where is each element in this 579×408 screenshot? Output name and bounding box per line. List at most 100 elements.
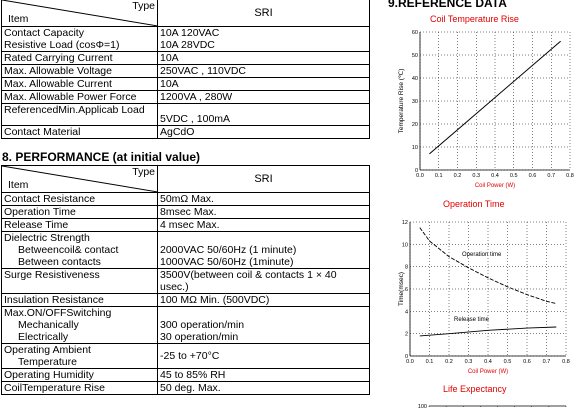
table-row: Insulation Resistance 100 MΩ Min. (500VDC… (1, 293, 370, 307)
dielectric-sub-label: Betweencoil& contact (18, 244, 119, 256)
y-tick-label: 60 (412, 30, 418, 36)
dielectric-value: 2000VAC 50/60Hz (1 minute) (160, 244, 297, 256)
row-value: 3500V(between coil & contacts 1 × 40 usec… (157, 268, 370, 294)
x-tick-label: 0.5 (510, 173, 518, 179)
table-row: Operation Time 8msec Max. (1, 205, 370, 219)
x-tick-label: 0.6 (529, 173, 537, 179)
switching-sub-label: Electrically (18, 331, 69, 343)
row-value: 10A 120VAC 10A 28VDC (157, 26, 370, 52)
row-value: -25 to +70°C (157, 343, 370, 369)
performance-section-title: 8. PERFORMANCE (at initial value) (2, 150, 201, 164)
temperature-rise-line (429, 40, 561, 155)
header-diagonal-line (2, 166, 157, 192)
resistive-load-value: 10A 28VDC (160, 39, 215, 51)
operation-time-chart: 0.0 0.1 0.2 0.3 0.4 0.5 0.6 0.7 0.8 0 2 4 6 8 10 12 Coil… (398, 220, 570, 375)
specification-table: Type Item SRI Contact Capacity Resistive … (1, 0, 370, 139)
table-row: Contact Capacity Resistive Load (cosΦ=1) … (1, 26, 370, 52)
x-tick-label: 0.4 (491, 173, 499, 179)
table-row: Operating Ambient Temperature -25 to +70°… (1, 343, 370, 369)
x-tick-label: 0.3 (465, 359, 473, 365)
row-label: Release Time (1, 218, 158, 232)
y-tick-label: 10 (412, 145, 418, 151)
ambient-sub-label: Temperature (18, 356, 77, 368)
x-tick-label: 0.5 (504, 359, 512, 365)
y-tick-label: 20 (412, 122, 418, 128)
dielectric-value: 1000VAC 50/60Hz (1minute) (160, 256, 294, 268)
y-tick-label: 6 (405, 287, 408, 293)
row-label: Dielectric Strength Betweencoil& contact B… (1, 231, 158, 269)
row-value: 10A (157, 77, 370, 91)
ambient-label: Operating Ambient (4, 344, 91, 357)
y-tick-label: 12 (402, 220, 408, 226)
x-tick-label: 0.1 (435, 173, 443, 179)
y-tick-label: 4 (405, 309, 408, 315)
row-label: Max. Allowable Voltage (1, 64, 158, 78)
type-label: Type (132, 0, 155, 13)
performance-table: Type Item SRI Contact Resistance 50mΩ Max… (1, 165, 370, 395)
x-tick-label: 0.0 (406, 359, 414, 365)
table-row: Operating Humidity 45 to 85% RH (1, 368, 370, 382)
row-value: 2000VAC 50/60Hz (1 minute) 1000VAC 50/60H… (157, 231, 370, 269)
table-row: Rated Carrying Current 10A (1, 51, 370, 65)
life-expectancy-chart: 100 (418, 404, 567, 408)
table-row: Max. Allowable Voltage 250VAC , 110VDC (1, 64, 370, 78)
contact-capacity-label: Contact Capacity (4, 27, 84, 40)
type-item-header-cell: Type Item (1, 0, 158, 27)
type-item-header-cell: Type Item (1, 165, 158, 193)
y-tick-label: 50 (412, 53, 418, 59)
row-label: ReferencedMin.Applicab Load (1, 103, 158, 126)
surge-value-cont: usec.) (160, 281, 189, 293)
dielectric-sub-label: Between contacts (18, 256, 101, 268)
switching-value: 300 operation/min (160, 319, 245, 331)
row-value: 5VDC , 100mA (157, 103, 370, 126)
row-value: 45 to 85% RH (157, 368, 370, 382)
row-label: Contact Resistance (1, 192, 158, 206)
switching-label: Max.ON/OFFSwitching (4, 307, 112, 320)
row-value: 4 msec Max. (157, 218, 370, 232)
table-row: Surge Resistiveness 3500V(between coil &… (1, 268, 370, 294)
y-tick-label: 10 (402, 242, 408, 248)
row-value: 50mΩ Max. (157, 192, 370, 206)
x-tick-label: 0.4 (484, 359, 492, 365)
y-axis-title: Temperature Rise (℃) (398, 69, 405, 134)
table-row: CoilTemperature Rise 50 deg. Max. (1, 381, 370, 395)
item-label: Item (8, 179, 29, 191)
row-label: Surge Resistiveness (1, 268, 158, 294)
y-tick-label: 8 (405, 265, 408, 271)
dielectric-strength-label: Dielectric Strength (4, 232, 90, 245)
item-label: Item (8, 13, 29, 25)
x-tick-label: 0.7 (547, 173, 555, 179)
x-tick-label: 0.6 (523, 359, 531, 365)
y-tick-label: 2 (405, 332, 408, 338)
row-value: 250VAC , 110VDC (157, 64, 370, 78)
row-value: 8msec Max. (157, 205, 370, 219)
row-label: Rated Carrying Current (1, 51, 158, 65)
x-tick-label: 0.2 (454, 173, 462, 179)
table-row: Max.ON/OFFSwitching Mechanically Electrica… (1, 306, 370, 344)
row-value: 10A (157, 51, 370, 65)
y-tick-label: 0 (405, 354, 408, 360)
table-row: Release Time 4 msec Max. (1, 218, 370, 232)
row-label: Operating Ambient Temperature (1, 343, 158, 369)
contact-capacity-value: 10A 120VAC (160, 27, 220, 40)
x-tick-label: 0.2 (445, 359, 453, 365)
header-diagonal-line (2, 0, 157, 26)
release-time-series-label: Release time (454, 317, 490, 323)
x-axis-title: Coil Power (W) (475, 183, 515, 189)
type-value-header: SRI (157, 165, 370, 193)
surge-value: 3500V(between coil & contacts 1 × 40 (160, 269, 337, 282)
x-tick-label: 0.8 (566, 173, 574, 179)
switching-sub-label: Mechanically (18, 319, 79, 331)
type-value-header: SRI (157, 0, 370, 27)
table-row: Max. Allowable Current 10A (1, 77, 370, 91)
row-label: Max. Allowable Current (1, 77, 158, 91)
row-label: Contact Material (1, 125, 158, 139)
table-row: Dielectric Strength Betweencoil& contact B… (1, 231, 370, 269)
coil-temperature-chart: 0.0 0.1 0.2 0.3 0.4 0.5 0.6 0.7 0.8 0 10 20 30 40 50 60… (398, 30, 574, 189)
row-label: Operating Humidity (1, 368, 158, 382)
table-header-row: Type Item SRI (1, 0, 370, 27)
table-row: Max. Allowable Power Force 1200VA , 280W (1, 90, 370, 104)
row-value: 300 operation/min 30 operation/min (157, 306, 370, 344)
row-label: Max.ON/OFFSwitching Mechanically Electrica… (1, 306, 158, 344)
chart-title-life-expectancy: Life Expectancy (443, 384, 507, 394)
